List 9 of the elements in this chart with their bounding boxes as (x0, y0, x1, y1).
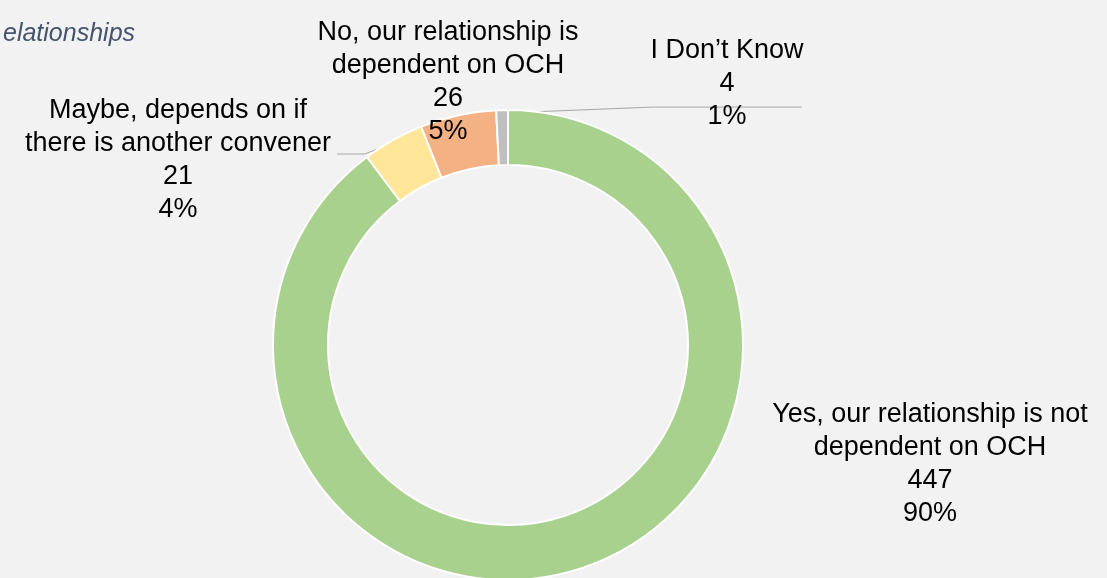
data-label: 21 4% (158, 159, 198, 223)
data-label: 4 1% (707, 67, 747, 130)
chart-subtitle: elationships (3, 17, 136, 46)
data-label: 26 5% (428, 81, 468, 145)
data-label: 447 90% (902, 463, 958, 527)
slice-label: No, our relationship is dependent on OCH (317, 15, 579, 79)
slice-label: Yes, our relationship is not dependent on OCH (772, 397, 1089, 461)
slice-label: I Don’t Know (650, 34, 805, 64)
slice-label: Maybe, depends on if there is another convener (24, 93, 332, 157)
